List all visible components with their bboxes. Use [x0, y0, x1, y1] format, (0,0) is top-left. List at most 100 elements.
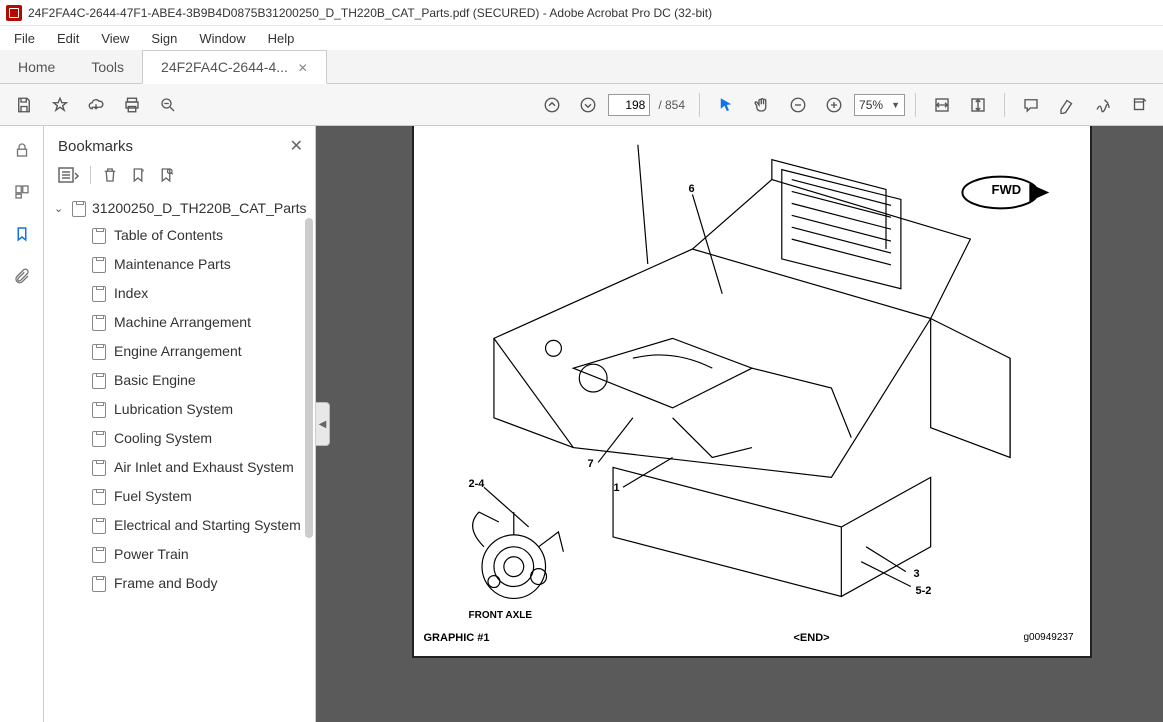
tab-home[interactable]: Home [0, 51, 73, 83]
bookmark-page-icon [92, 402, 106, 418]
attachments-icon[interactable] [8, 262, 36, 290]
bookmark-item[interactable]: Electrical and Starting System [54, 511, 309, 540]
scrollbar-thumb[interactable] [305, 218, 313, 538]
bookmarks-icon[interactable] [8, 220, 36, 248]
bookmark-root[interactable]: ⌄ 31200250_D_TH220B_CAT_Parts [54, 196, 309, 221]
bookmark-item[interactable]: Air Inlet and Exhaust System [54, 453, 309, 482]
tab-document-label: 24F2FA4C-2644-4... [161, 59, 288, 75]
bookmark-item[interactable]: Frame and Body [54, 569, 309, 598]
bookmarks-title: Bookmarks [58, 138, 133, 155]
save-icon[interactable] [8, 89, 40, 121]
tab-document[interactable]: 24F2FA4C-2644-4... ✕ [142, 50, 327, 84]
menu-sign[interactable]: Sign [141, 28, 187, 49]
bookmark-page-icon [92, 286, 106, 302]
bookmark-item-label: Table of Contents [114, 227, 223, 243]
bookmark-item[interactable]: Cooling System [54, 424, 309, 453]
tab-tools[interactable]: Tools [73, 51, 142, 83]
fit-width-icon[interactable] [926, 89, 958, 121]
menu-window[interactable]: Window [189, 28, 255, 49]
zoom-value: 75% [859, 98, 883, 112]
bookmark-page-icon [92, 576, 106, 592]
bookmark-item[interactable]: Basic Engine [54, 366, 309, 395]
bookmark-page-icon [92, 547, 106, 563]
lock-icon[interactable] [8, 136, 36, 164]
bookmark-item-label: Cooling System [114, 430, 212, 446]
sign-icon[interactable] [1087, 89, 1119, 121]
title-bar: 24F2FA4C-2644-47F1-ABE4-3B9B4D0875B31200… [0, 0, 1163, 26]
bookmark-root-label: 31200250_D_TH220B_CAT_Parts [92, 200, 307, 216]
fit-page-icon[interactable] [962, 89, 994, 121]
menu-file[interactable]: File [4, 28, 45, 49]
comment-icon[interactable] [1015, 89, 1047, 121]
fwd-label: FWD [992, 182, 1022, 197]
bookmark-item-label: Basic Engine [114, 372, 196, 388]
bookmark-item[interactable]: Index [54, 279, 309, 308]
bookmark-item[interactable]: Table of Contents [54, 221, 309, 250]
bookmarks-panel: Bookmarks ✕ ⌄ 31200250_D_TH220B_CAT_Part… [44, 126, 316, 722]
menu-view[interactable]: View [91, 28, 139, 49]
bookmark-page-icon [92, 257, 106, 273]
callout-1: 1 [614, 482, 620, 494]
menu-edit[interactable]: Edit [47, 28, 89, 49]
menu-help[interactable]: Help [258, 28, 305, 49]
window-title: 24F2FA4C-2644-47F1-ABE4-3B9B4D0875B31200… [28, 6, 712, 20]
bookmark-page-icon [92, 373, 106, 389]
bookmark-item[interactable]: Machine Arrangement [54, 308, 309, 337]
toolbar: / 854 75% ▼ [0, 84, 1163, 126]
pdf-page: FWD 6 7 1 2-4 3 5-2 FRONT AXLE GRAPHIC #… [412, 126, 1092, 658]
page-down-icon[interactable] [572, 89, 604, 121]
bookmark-item-label: Electrical and Starting System [114, 517, 301, 533]
bookmark-item[interactable]: Power Train [54, 540, 309, 569]
page-up-icon[interactable] [536, 89, 568, 121]
zoom-in-icon[interactable] [818, 89, 850, 121]
bookmarks-tools [44, 162, 315, 192]
page-annotations: FWD 6 7 1 2-4 3 5-2 FRONT AXLE GRAPHIC #… [414, 126, 1090, 656]
zoom-out-icon[interactable] [782, 89, 814, 121]
collapse-icon[interactable]: ⌄ [54, 200, 66, 215]
page-total-label: / 854 [654, 98, 689, 112]
bookmark-page-icon [92, 489, 106, 505]
zoom-select[interactable]: 75% ▼ [854, 94, 905, 116]
options-icon[interactable] [58, 167, 80, 183]
thumbnails-icon[interactable] [8, 178, 36, 206]
bookmark-item-label: Engine Arrangement [114, 343, 242, 359]
close-panel-icon[interactable]: ✕ [290, 136, 303, 156]
bookmark-item-label: Lubrication System [114, 401, 233, 417]
callout-5-2: 5-2 [916, 585, 932, 597]
cloud-icon[interactable] [80, 89, 112, 121]
pointer-icon[interactable] [710, 89, 742, 121]
callout-6: 6 [689, 183, 695, 195]
bookmark-item[interactable]: Lubrication System [54, 395, 309, 424]
bookmark-item-label: Maintenance Parts [114, 256, 231, 272]
find-bookmark-icon[interactable] [157, 166, 175, 184]
tab-bar: Home Tools 24F2FA4C-2644-4... ✕ [0, 50, 1163, 84]
bookmark-item[interactable]: Maintenance Parts [54, 250, 309, 279]
print-icon[interactable] [116, 89, 148, 121]
callout-3: 3 [914, 568, 920, 580]
bookmark-page-icon [92, 344, 106, 360]
front-axle-label: FRONT AXLE [469, 610, 533, 621]
pdf-icon [6, 5, 22, 21]
collapse-handle-icon[interactable]: ◀ [316, 402, 330, 446]
star-icon[interactable] [44, 89, 76, 121]
hand-icon[interactable] [746, 89, 778, 121]
find-icon[interactable] [152, 89, 184, 121]
new-bookmark-icon[interactable] [129, 166, 147, 184]
bookmark-page-icon [92, 315, 106, 331]
menu-bar: File Edit View Sign Window Help [0, 26, 1163, 50]
callout-7: 7 [588, 458, 594, 470]
bookmark-item-label: Machine Arrangement [114, 314, 251, 330]
chevron-down-icon: ▼ [891, 100, 900, 110]
highlight-icon[interactable] [1051, 89, 1083, 121]
main-area: Bookmarks ✕ ⌄ 31200250_D_TH220B_CAT_Part… [0, 126, 1163, 722]
docid-label: g00949237 [1024, 632, 1074, 643]
graphic-label: GRAPHIC #1 [424, 632, 490, 644]
bookmark-item[interactable]: Engine Arrangement [54, 337, 309, 366]
page-number-input[interactable] [608, 94, 650, 116]
bookmark-item-label: Power Train [114, 546, 189, 562]
bookmarks-tree: ⌄ 31200250_D_TH220B_CAT_Parts Table of C… [44, 192, 315, 722]
delete-bookmark-icon[interactable] [101, 166, 119, 184]
stamp-icon[interactable] [1123, 89, 1155, 121]
tab-close-icon[interactable]: ✕ [298, 61, 308, 75]
bookmark-item[interactable]: Fuel System [54, 482, 309, 511]
